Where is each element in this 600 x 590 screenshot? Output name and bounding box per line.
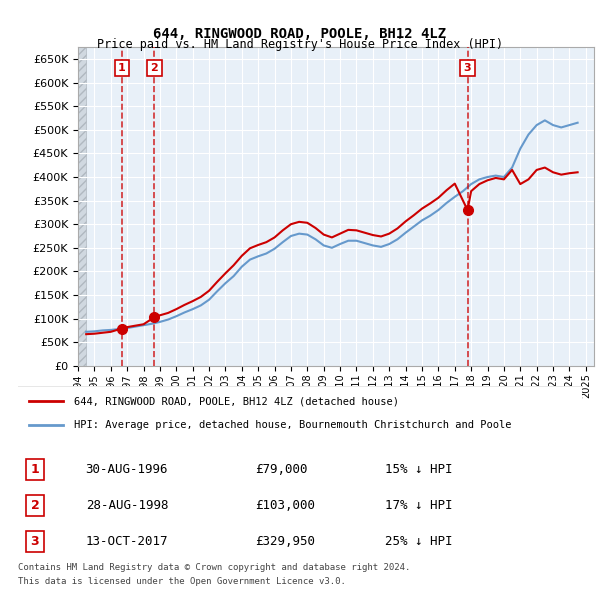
Text: 30-AUG-1996: 30-AUG-1996 bbox=[86, 463, 168, 476]
Text: 25% ↓ HPI: 25% ↓ HPI bbox=[385, 535, 452, 548]
Text: 1: 1 bbox=[31, 463, 39, 476]
Text: £329,950: £329,950 bbox=[255, 535, 315, 548]
Bar bbox=[78, 47, 86, 366]
Text: 2: 2 bbox=[31, 499, 39, 512]
Text: 1: 1 bbox=[118, 63, 125, 73]
Text: Price paid vs. HM Land Registry's House Price Index (HPI): Price paid vs. HM Land Registry's House … bbox=[97, 38, 503, 51]
Text: 644, RINGWOOD ROAD, POOLE, BH12 4LZ: 644, RINGWOOD ROAD, POOLE, BH12 4LZ bbox=[154, 27, 446, 41]
Text: 3: 3 bbox=[464, 63, 472, 73]
Text: 28-AUG-1998: 28-AUG-1998 bbox=[86, 499, 168, 512]
Text: £103,000: £103,000 bbox=[255, 499, 315, 512]
Text: HPI: Average price, detached house, Bournemouth Christchurch and Poole: HPI: Average price, detached house, Bour… bbox=[74, 419, 512, 430]
Text: 2: 2 bbox=[151, 63, 158, 73]
Text: 17% ↓ HPI: 17% ↓ HPI bbox=[385, 499, 452, 512]
Text: 3: 3 bbox=[31, 535, 39, 548]
Text: 644, RINGWOOD ROAD, POOLE, BH12 4LZ (detached house): 644, RINGWOOD ROAD, POOLE, BH12 4LZ (det… bbox=[74, 396, 400, 407]
Text: Contains HM Land Registry data © Crown copyright and database right 2024.: Contains HM Land Registry data © Crown c… bbox=[18, 563, 410, 572]
FancyBboxPatch shape bbox=[7, 385, 593, 441]
Text: £79,000: £79,000 bbox=[255, 463, 307, 476]
Text: This data is licensed under the Open Government Licence v3.0.: This data is licensed under the Open Gov… bbox=[18, 577, 346, 586]
Text: 15% ↓ HPI: 15% ↓ HPI bbox=[385, 463, 452, 476]
Text: 13-OCT-2017: 13-OCT-2017 bbox=[86, 535, 168, 548]
Bar bbox=[78, 47, 86, 366]
